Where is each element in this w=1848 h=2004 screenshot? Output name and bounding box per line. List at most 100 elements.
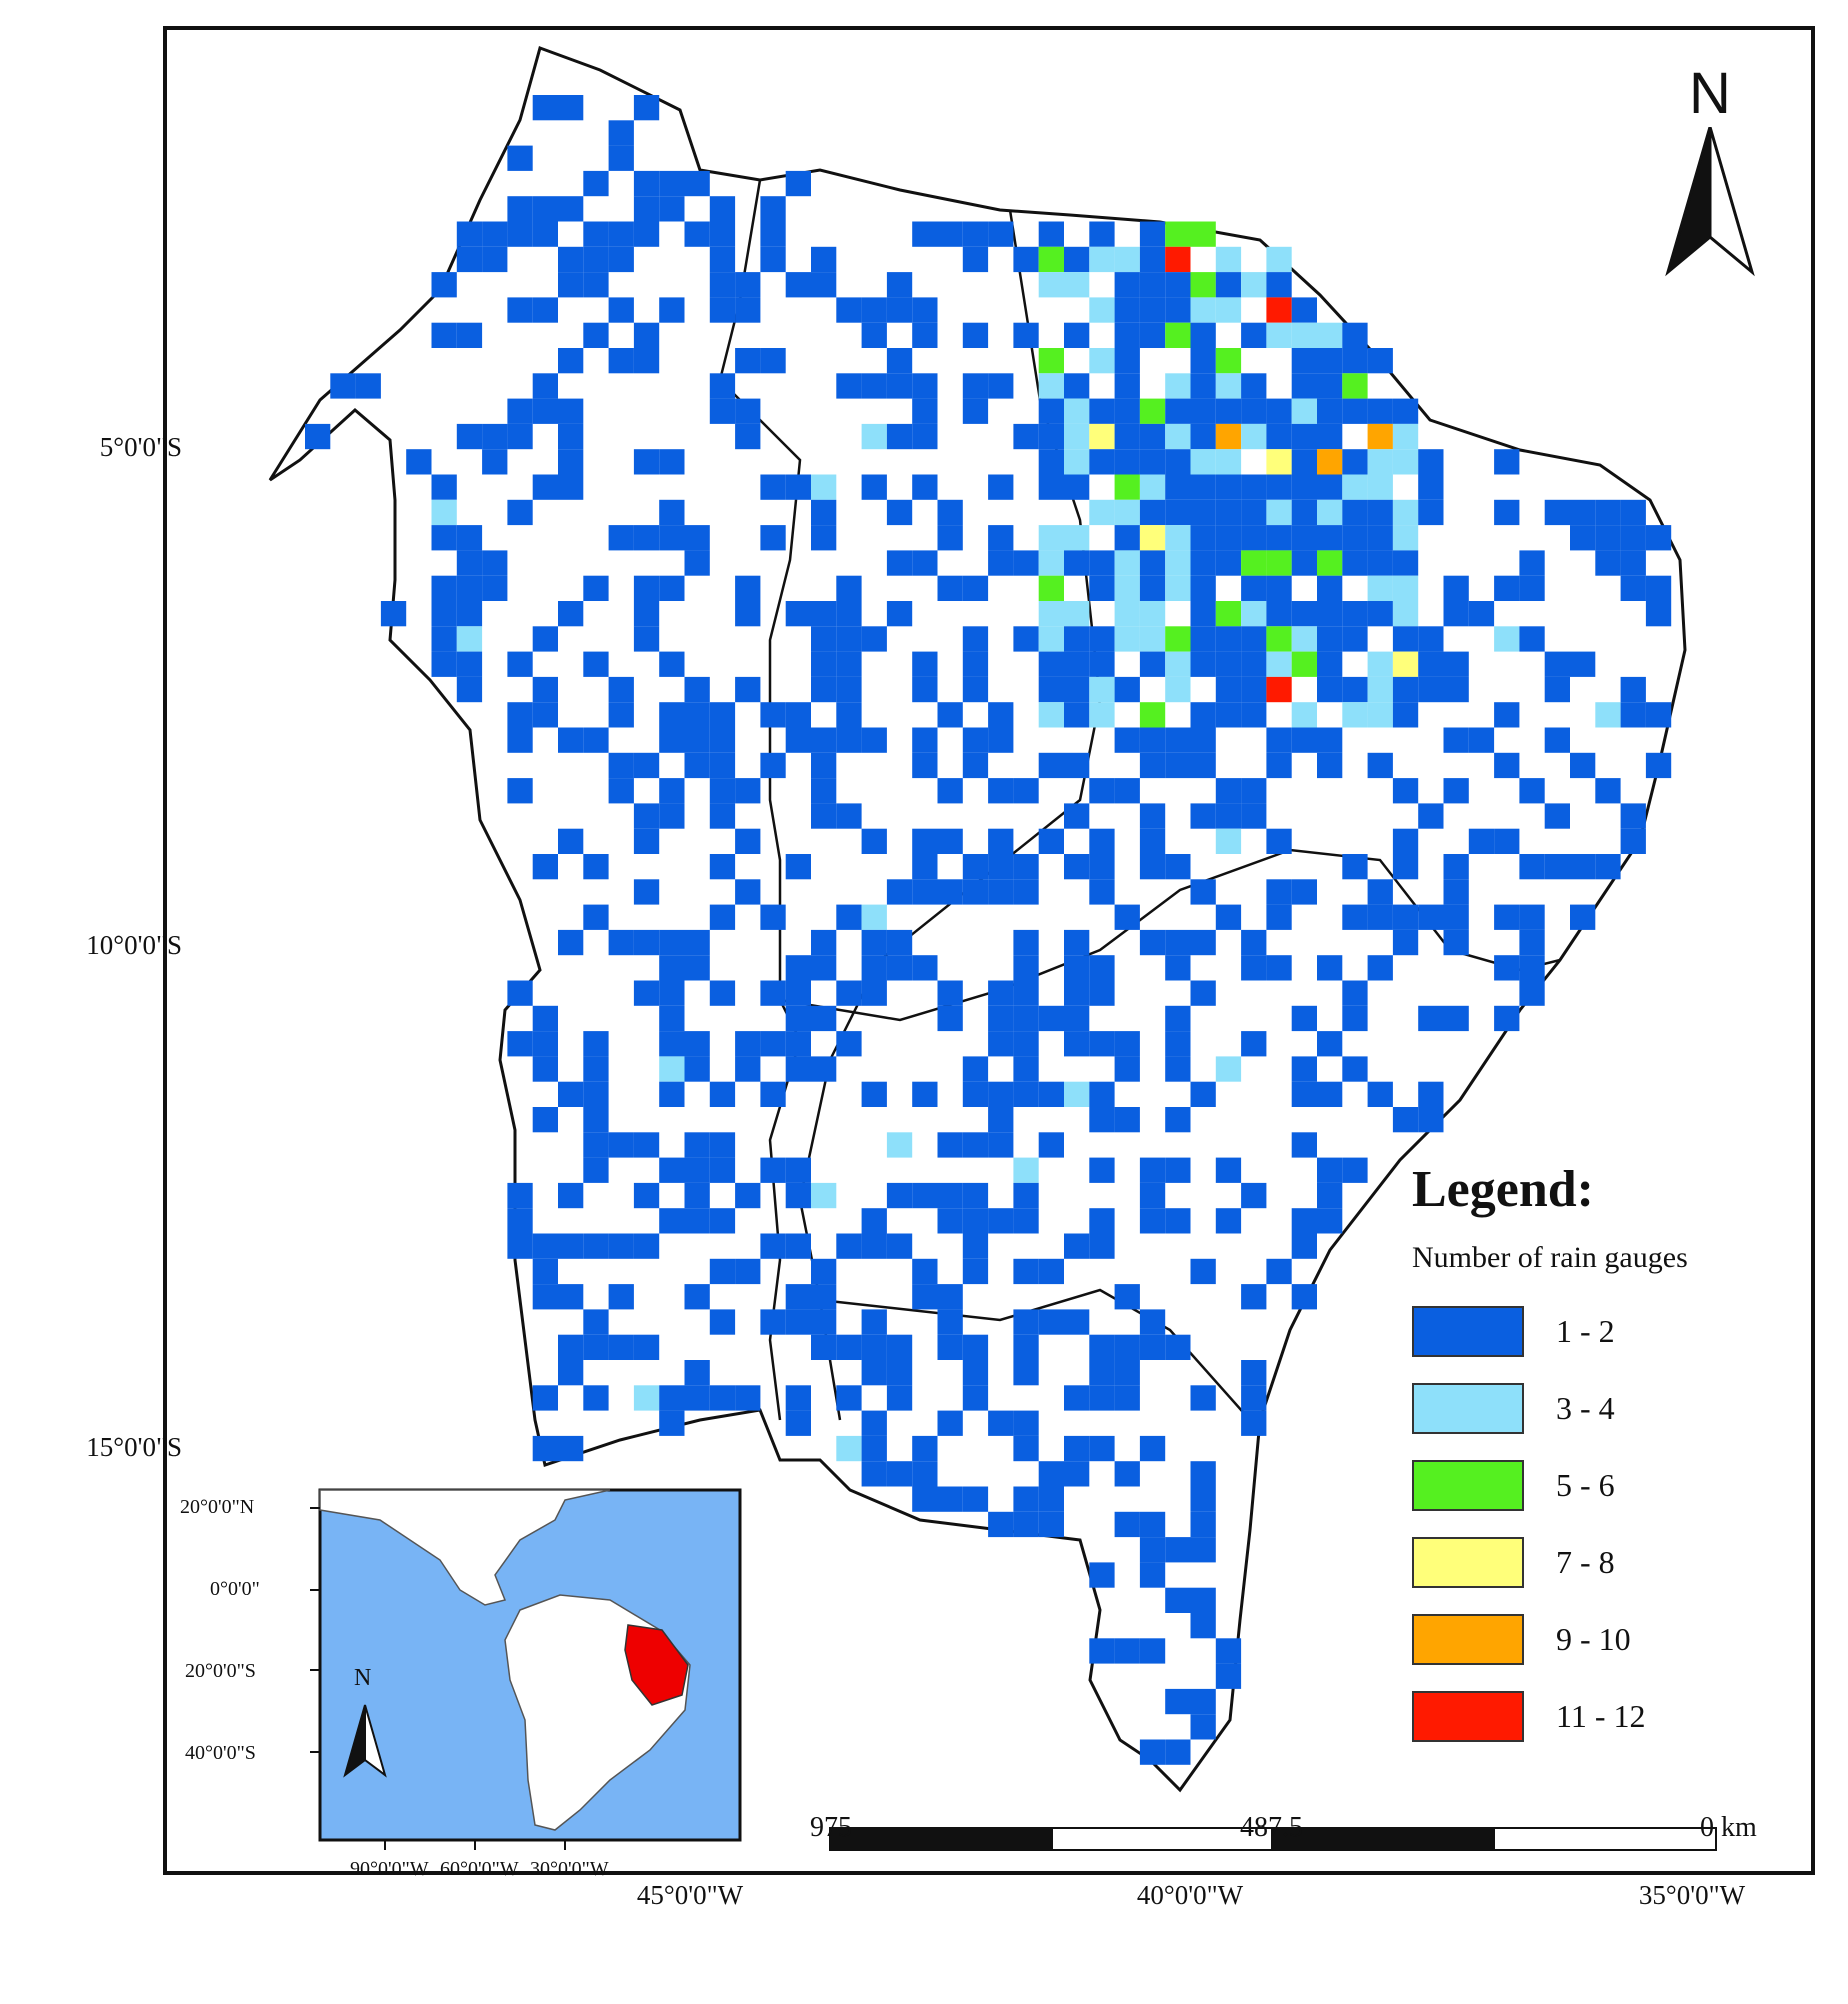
gauge-cell xyxy=(1392,601,1419,627)
north-arrow-icon xyxy=(1665,126,1755,277)
gauge-cell xyxy=(1367,499,1393,526)
gauge-cell xyxy=(1089,499,1115,526)
gauge-cell xyxy=(735,676,761,703)
gauge-cell xyxy=(886,1385,913,1411)
gauge-cell xyxy=(1038,1486,1064,1512)
gauge-cell xyxy=(988,1132,1014,1158)
gauge-cell xyxy=(1291,1233,1317,1259)
gauge-cell xyxy=(482,449,508,475)
gauge-cell xyxy=(633,449,660,475)
gauge-cell xyxy=(633,322,660,348)
gauge-cell xyxy=(1038,525,1064,551)
gauge-cell xyxy=(785,1031,811,1057)
gauge-cell xyxy=(1038,1132,1064,1158)
gauge-cell xyxy=(659,803,685,829)
gauge-cell xyxy=(1139,929,1166,956)
gauge-cell xyxy=(1392,398,1419,424)
legend-item: 9 - 10 xyxy=(1412,1601,1812,1678)
gauge-cell xyxy=(1013,1410,1039,1436)
gauge-cell xyxy=(1494,499,1520,526)
gauge-cell xyxy=(1266,272,1292,298)
gauge-cell xyxy=(962,879,989,905)
gauge-cell xyxy=(1266,398,1292,424)
gauge-cell xyxy=(912,1461,938,1487)
gauge-cell xyxy=(1114,1334,1140,1360)
gauge-cell xyxy=(760,1157,786,1183)
gauge-cell xyxy=(633,170,660,197)
gauge-cell xyxy=(1291,398,1317,424)
gauge-cell xyxy=(1165,575,1191,601)
gauge-cell xyxy=(861,727,887,753)
gauge-cell xyxy=(912,879,938,905)
gauge-cell xyxy=(912,676,938,703)
gauge-cell xyxy=(1013,1258,1039,1285)
gauge-cell xyxy=(1089,1157,1115,1183)
gauge-cell xyxy=(1241,1182,1267,1209)
gauge-cell xyxy=(709,1132,736,1158)
gauge-cell xyxy=(988,550,1014,576)
inset-lon-label: 90°0'0"W xyxy=(350,1858,429,1880)
gauge-cell xyxy=(684,929,710,956)
gauge-cell xyxy=(836,373,862,399)
gauge-cell xyxy=(1038,702,1064,728)
gauge-cell xyxy=(962,1360,989,1386)
gauge-cell xyxy=(886,1360,913,1386)
gauge-cell xyxy=(1013,955,1039,981)
gauge-cell xyxy=(886,348,913,374)
gauge-cell xyxy=(1241,398,1267,424)
gauge-cell xyxy=(558,196,584,222)
gauge-cell xyxy=(431,601,457,627)
gauge-cell xyxy=(1190,474,1216,500)
gauge-cell xyxy=(1139,499,1166,526)
gauge-cell xyxy=(861,423,887,450)
gauge-cell xyxy=(633,601,660,627)
gauge-cell xyxy=(760,1081,786,1107)
gauge-cell xyxy=(962,398,989,424)
gauge-cell xyxy=(937,1208,963,1234)
gauge-cell xyxy=(608,221,634,247)
gauge-cell xyxy=(1519,778,1545,804)
gauge-cell xyxy=(659,297,685,323)
gauge-cell xyxy=(1038,1461,1064,1487)
gauge-cell xyxy=(633,929,660,956)
gauge-cell xyxy=(583,854,609,880)
gauge-cell xyxy=(1165,272,1191,298)
gauge-cell xyxy=(1139,272,1166,298)
gauge-cell xyxy=(1165,499,1191,526)
gauge-cell xyxy=(1595,550,1621,576)
gauge-cell xyxy=(785,170,811,197)
lon-label-35w: 35°0'0"W xyxy=(1638,1880,1746,1910)
gauge-cell xyxy=(886,601,913,627)
gauge-cell xyxy=(1367,879,1393,905)
gauge-cell xyxy=(1266,879,1292,905)
gauge-cell xyxy=(1064,1031,1090,1057)
gauge-cell xyxy=(1215,651,1242,677)
gauge-cell xyxy=(861,904,887,930)
gauge-cell xyxy=(1570,854,1596,880)
gauge-cell xyxy=(988,373,1014,399)
gauge-cell xyxy=(684,1031,710,1057)
north-label: N xyxy=(1689,61,1731,126)
gauge-cell xyxy=(836,575,862,601)
gauge-cell xyxy=(1266,626,1292,652)
gauge-cell xyxy=(861,1334,887,1360)
gauge-cell xyxy=(1291,1132,1317,1158)
gauge-cell xyxy=(811,525,837,551)
gauge-cell xyxy=(709,1157,736,1183)
gauge-cell xyxy=(1038,474,1064,500)
gauge-cell xyxy=(1139,1334,1166,1360)
gauge-cell xyxy=(330,373,356,399)
gauge-cell xyxy=(583,1157,609,1183)
gauge-cell xyxy=(937,702,963,728)
gauge-cell xyxy=(811,1258,837,1285)
gauge-cell xyxy=(1064,246,1090,273)
gauge-cell xyxy=(937,879,963,905)
gauge-cell xyxy=(532,398,558,424)
gauge-cell xyxy=(962,1056,989,1082)
gauge-cell xyxy=(811,1309,837,1335)
gauge-cell xyxy=(1139,525,1166,551)
gauge-cell xyxy=(1291,322,1317,348)
gauge-cell xyxy=(811,272,837,298)
gauge-cell xyxy=(937,980,963,1006)
gauge-cell xyxy=(608,1284,634,1310)
